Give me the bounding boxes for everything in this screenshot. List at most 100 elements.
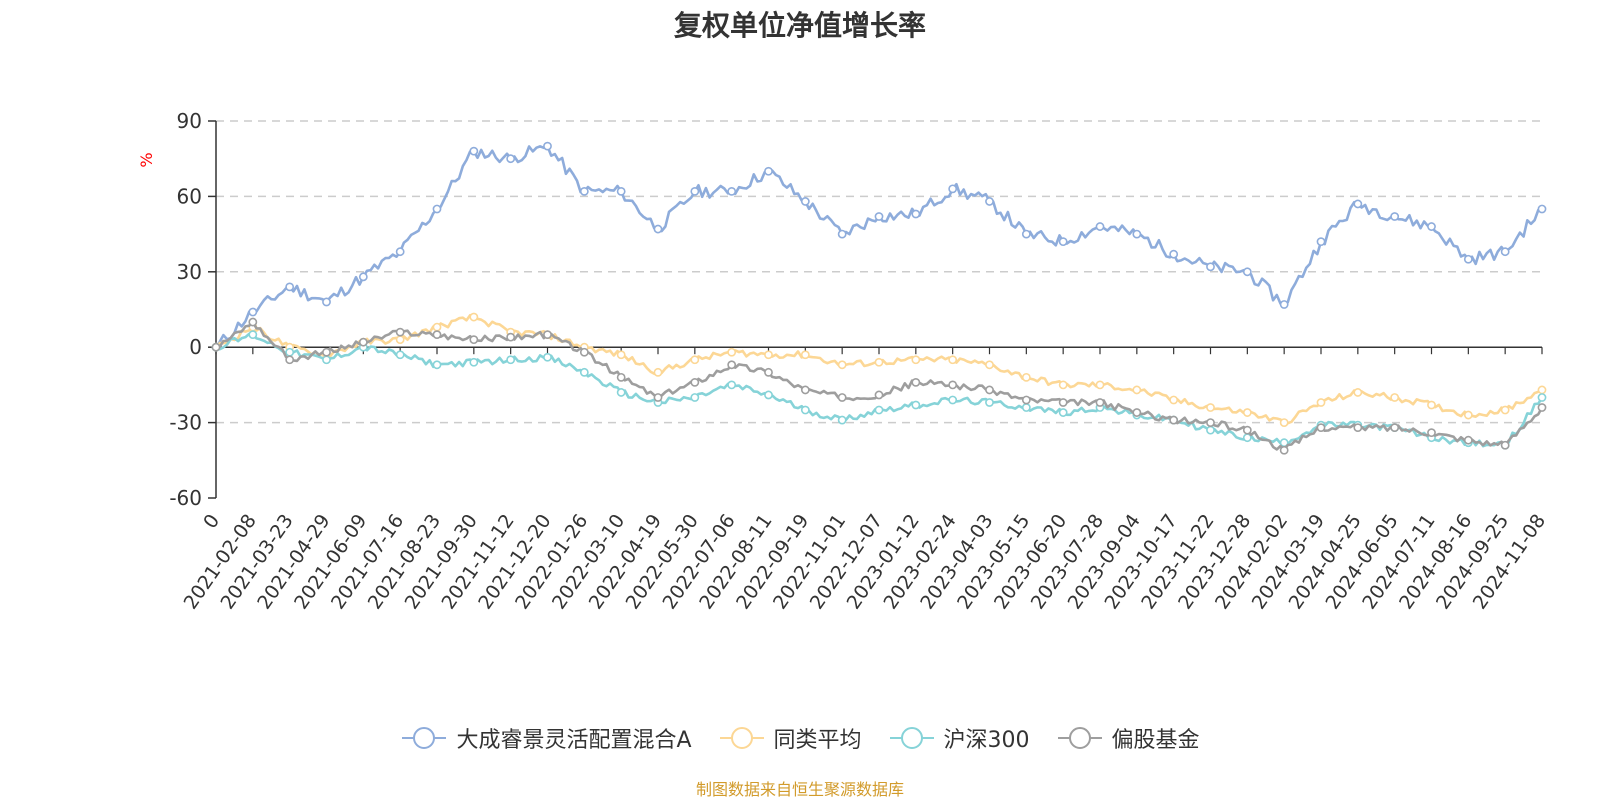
y-tick-label: 90: [177, 109, 202, 133]
data-point: [1500, 405, 1510, 415]
data-point: [432, 360, 442, 370]
data-point: [948, 184, 958, 194]
data-point: [874, 212, 884, 221]
data-point: [506, 355, 516, 365]
data-point: [432, 330, 442, 340]
data-point: [616, 186, 626, 196]
data-point: [764, 390, 773, 400]
data-point: [358, 337, 368, 347]
source-note: 制图数据来自恒生聚源数据库: [695, 780, 904, 799]
data-point: [285, 282, 295, 292]
data-point: [1390, 393, 1400, 402]
data-point: [1169, 395, 1179, 405]
data-point: [1500, 247, 1510, 257]
y-tick-label: 0: [189, 335, 202, 359]
data-point: [1058, 408, 1068, 417]
data-point: [248, 317, 258, 327]
legend-label: 同类平均: [773, 728, 862, 753]
data-point: [1463, 410, 1473, 420]
data-point: [322, 297, 331, 307]
data-point: [653, 393, 663, 402]
data-point: [1058, 398, 1068, 407]
data-point: [1537, 393, 1547, 402]
data-point: [432, 322, 442, 332]
data-point: [395, 350, 405, 360]
data-point: [1169, 415, 1179, 425]
data-point: [1279, 300, 1289, 309]
legend-item[interactable]: 偏股基金: [1056, 722, 1200, 754]
legend-item[interactable]: 沪深300: [888, 722, 1030, 754]
data-point: [800, 350, 810, 360]
data-point: [579, 367, 589, 377]
data-point: [800, 405, 810, 415]
data-point: [727, 186, 737, 196]
data-point: [506, 332, 516, 342]
data-point: [285, 355, 295, 365]
data-point: [1537, 385, 1547, 395]
data-point: [948, 355, 958, 365]
y-tick-label: 60: [177, 184, 202, 208]
chart-title: 复权单位净值增长率: [673, 9, 926, 42]
data-point: [1353, 423, 1363, 433]
data-point: [911, 400, 921, 410]
legend-label: 沪深300: [943, 728, 1030, 753]
legend-item[interactable]: 大成睿景灵活配置混合A: [400, 722, 692, 754]
y-tick-label: -30: [169, 411, 202, 435]
legend-marker-icon: [889, 727, 934, 749]
data-point: [395, 247, 405, 257]
data-point: [690, 186, 700, 196]
series-group: [211, 141, 1547, 352]
data-point: [543, 352, 552, 362]
data-point: [1095, 222, 1105, 231]
data-point: [985, 385, 994, 395]
data-point: [1279, 445, 1289, 455]
data-point: [948, 380, 958, 390]
data-point: [1169, 249, 1179, 259]
data-point: [616, 350, 626, 360]
data-point: [1206, 418, 1215, 427]
data-point: [285, 347, 295, 357]
data-point: [837, 415, 847, 425]
data-point: [874, 390, 884, 400]
data-point: [469, 335, 479, 345]
data-point: [764, 367, 773, 377]
data-point: [1390, 423, 1400, 433]
data-point: [1095, 380, 1105, 390]
series-line: [215, 320, 1544, 452]
data-point: [690, 355, 700, 365]
data-point: [690, 393, 700, 402]
data-point: [1206, 403, 1215, 412]
data-point: [1500, 440, 1510, 450]
data-point: [616, 388, 626, 397]
y-tick-label: 30: [177, 260, 202, 284]
data-point: [469, 357, 479, 367]
data-point: [248, 307, 258, 317]
data-point: [985, 360, 994, 370]
data-point: [911, 355, 921, 365]
data-point: [1537, 204, 1547, 214]
series-group: [211, 317, 1547, 455]
legend-marker-icon: [719, 727, 764, 749]
data-point: [948, 395, 958, 405]
data-point: [579, 347, 589, 357]
data-point: [1242, 408, 1252, 417]
data-point: [800, 385, 810, 395]
data-point: [1316, 423, 1326, 433]
data-point: [727, 380, 737, 390]
data-point: [985, 398, 994, 407]
legend-item[interactable]: 同类平均: [718, 722, 862, 754]
data-point: [764, 350, 773, 360]
data-point: [764, 166, 773, 176]
data-point: [395, 327, 405, 337]
data-point: [506, 154, 516, 164]
series-layer: [211, 141, 1547, 455]
data-point: [1021, 372, 1031, 382]
data-point: [1537, 403, 1547, 412]
data-point: [1390, 212, 1400, 221]
legend: 大成睿景灵活配置混合A 同类平均 沪深300 偏股基金: [0, 722, 1600, 754]
legend-marker-icon: [402, 727, 447, 749]
data-point: [653, 367, 663, 377]
data-point: [653, 224, 663, 234]
data-point: [911, 209, 921, 219]
data-point: [395, 335, 405, 345]
